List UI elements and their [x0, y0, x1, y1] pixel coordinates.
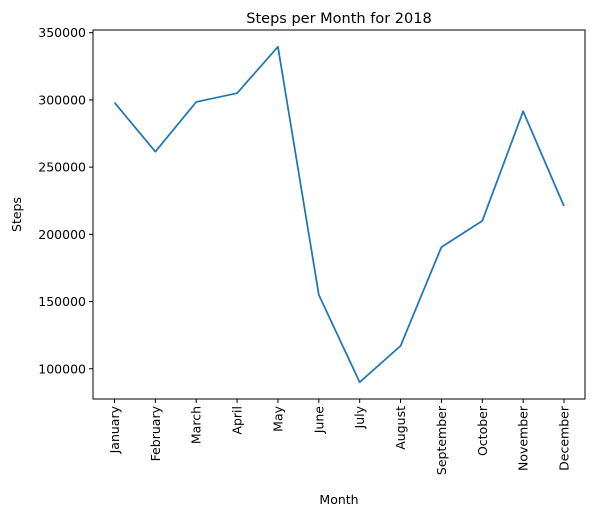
y-tick-label: 300000 — [38, 92, 86, 107]
x-axis: January February March April May June July Augu… — [107, 399, 572, 475]
x-tick-label: September — [434, 405, 449, 475]
y-tick-label: 250000 — [38, 160, 86, 175]
x-tick-label: April — [230, 406, 245, 435]
y-tick-label: 150000 — [38, 294, 86, 309]
y-tick-label: 100000 — [38, 361, 86, 376]
x-tick-label: May — [270, 405, 285, 431]
x-tick-label: January — [107, 405, 122, 454]
chart-title: Steps per Month for 2018 — [246, 11, 431, 27]
x-tick-label: December — [557, 405, 572, 471]
plot-area — [92, 29, 586, 400]
x-tick-label: June — [311, 406, 326, 435]
y-tick-label: 200000 — [38, 227, 86, 242]
x-tick-label: February — [148, 405, 163, 461]
series-line — [113, 45, 565, 384]
x-tick-label: November — [516, 405, 531, 471]
x-tick-label: July — [352, 405, 367, 429]
x-tick-label: August — [393, 406, 408, 450]
y-axis: 100000 150000 200000 250000 300000 350000 — [38, 25, 93, 376]
x-axis-label: Month — [319, 492, 358, 507]
x-tick-label: March — [189, 406, 204, 444]
y-axis-label: Steps — [9, 197, 24, 232]
y-tick-label: 350000 — [38, 25, 86, 40]
x-tick-label: October — [475, 405, 490, 456]
